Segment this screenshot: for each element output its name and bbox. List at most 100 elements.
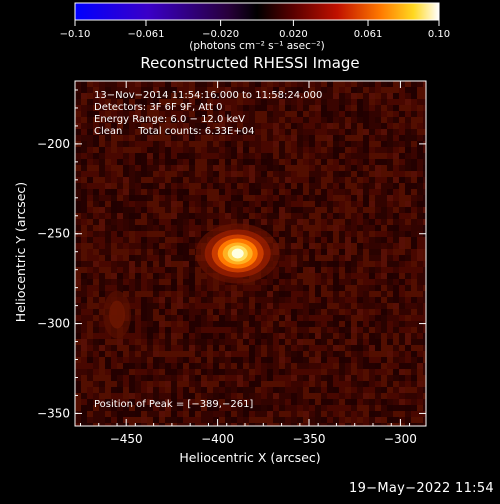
heatmap-cell bbox=[81, 381, 87, 387]
heatmap-cell bbox=[291, 267, 297, 273]
heatmap-cell bbox=[405, 339, 411, 345]
heatmap-cell bbox=[207, 219, 213, 225]
heatmap-cell bbox=[291, 315, 297, 321]
heatmap-cell bbox=[417, 261, 423, 267]
heatmap-cell bbox=[261, 351, 267, 357]
heatmap-cell bbox=[345, 363, 351, 369]
heatmap-cell bbox=[321, 105, 327, 111]
heatmap-cell bbox=[369, 375, 375, 381]
heatmap-cell bbox=[369, 297, 375, 303]
heatmap-cell bbox=[423, 399, 426, 405]
heatmap-cell bbox=[231, 393, 237, 399]
heatmap-cell bbox=[75, 405, 81, 411]
heatmap-cell bbox=[123, 363, 129, 369]
heatmap-cell bbox=[117, 99, 123, 105]
heatmap-cell bbox=[339, 147, 345, 153]
heatmap-cell bbox=[375, 405, 381, 411]
heatmap-cell bbox=[369, 315, 375, 321]
heatmap-cell bbox=[357, 189, 363, 195]
heatmap-cell bbox=[363, 309, 369, 315]
heatmap-cell bbox=[273, 321, 279, 327]
heatmap-cell bbox=[141, 231, 147, 237]
heatmap-cell bbox=[189, 321, 195, 327]
heatmap-cell bbox=[123, 171, 129, 177]
heatmap-cell bbox=[285, 399, 291, 405]
heatmap-cell bbox=[153, 87, 159, 93]
heatmap-cell bbox=[201, 423, 207, 426]
heatmap-cell bbox=[333, 159, 339, 165]
heatmap-cell bbox=[135, 417, 141, 423]
heatmap-cell bbox=[117, 117, 123, 123]
heatmap-cell bbox=[279, 135, 285, 141]
heatmap-cell bbox=[273, 393, 279, 399]
heatmap-cell bbox=[411, 393, 417, 399]
heatmap-cell bbox=[165, 309, 171, 315]
heatmap-cell bbox=[111, 231, 117, 237]
heatmap-cell bbox=[297, 381, 303, 387]
heatmap-cell bbox=[303, 147, 309, 153]
heatmap-cell bbox=[171, 411, 177, 417]
heatmap-cell bbox=[291, 99, 297, 105]
heatmap-cell bbox=[165, 423, 171, 426]
heatmap-cell bbox=[321, 141, 327, 147]
heatmap-cell bbox=[237, 297, 243, 303]
heatmap-cell bbox=[129, 153, 135, 159]
heatmap-cell bbox=[123, 225, 129, 231]
heatmap-cell bbox=[171, 309, 177, 315]
heatmap-cell bbox=[399, 363, 405, 369]
heatmap-cell bbox=[309, 261, 315, 267]
heatmap-cell bbox=[243, 297, 249, 303]
heatmap-cell bbox=[297, 219, 303, 225]
heatmap-cell bbox=[339, 141, 345, 147]
heatmap-cell bbox=[345, 303, 351, 309]
heatmap-cell bbox=[129, 117, 135, 123]
heatmap-cell bbox=[393, 297, 399, 303]
heatmap-cell bbox=[273, 339, 279, 345]
heatmap-cell bbox=[183, 357, 189, 363]
heatmap-cell bbox=[87, 147, 93, 153]
heatmap-cell bbox=[129, 417, 135, 423]
heatmap-cell bbox=[369, 267, 375, 273]
heatmap-cell bbox=[249, 309, 255, 315]
heatmap-cell bbox=[267, 279, 273, 285]
heatmap-cell bbox=[369, 321, 375, 327]
heatmap-cell bbox=[207, 423, 213, 426]
heatmap-cell bbox=[147, 309, 153, 315]
heatmap-cell bbox=[183, 321, 189, 327]
heatmap-cell bbox=[381, 387, 387, 393]
heatmap-cell bbox=[141, 243, 147, 249]
footer-timestamp: 19−May−2022 11:54 bbox=[349, 481, 494, 496]
heatmap-cell bbox=[129, 135, 135, 141]
heatmap-cell bbox=[183, 237, 189, 243]
heatmap-cell bbox=[93, 93, 99, 99]
colorbar-gradient bbox=[74, 2, 440, 21]
heatmap-cell bbox=[315, 357, 321, 363]
heatmap-cell bbox=[243, 387, 249, 393]
heatmap-cell bbox=[267, 177, 273, 183]
heatmap-cell bbox=[219, 291, 225, 297]
heatmap-cell bbox=[393, 225, 399, 231]
heatmap-cell bbox=[279, 315, 285, 321]
heatmap-cell bbox=[375, 105, 381, 111]
heatmap-cell bbox=[411, 201, 417, 207]
heatmap-cell bbox=[279, 111, 285, 117]
heatmap-cell bbox=[291, 159, 297, 165]
heatmap-cell bbox=[357, 423, 363, 426]
heatmap-cell bbox=[411, 171, 417, 177]
heatmap-cell bbox=[99, 411, 105, 417]
heatmap-cell bbox=[381, 219, 387, 225]
heatmap-cell bbox=[291, 375, 297, 381]
heatmap-cell bbox=[105, 423, 111, 426]
heatmap-cell bbox=[81, 267, 87, 273]
heatmap-cell bbox=[189, 129, 195, 135]
heatmap-cell bbox=[147, 189, 153, 195]
heatmap-cell bbox=[93, 423, 99, 426]
heatmap-cell bbox=[303, 99, 309, 105]
heatmap-cell bbox=[105, 267, 111, 273]
heatmap-cell bbox=[285, 111, 291, 117]
heatmap-cell bbox=[189, 201, 195, 207]
heatmap-cell bbox=[393, 423, 399, 426]
heatmap-cell bbox=[129, 411, 135, 417]
heatmap-cell bbox=[399, 207, 405, 213]
heatmap-cell bbox=[147, 357, 153, 363]
